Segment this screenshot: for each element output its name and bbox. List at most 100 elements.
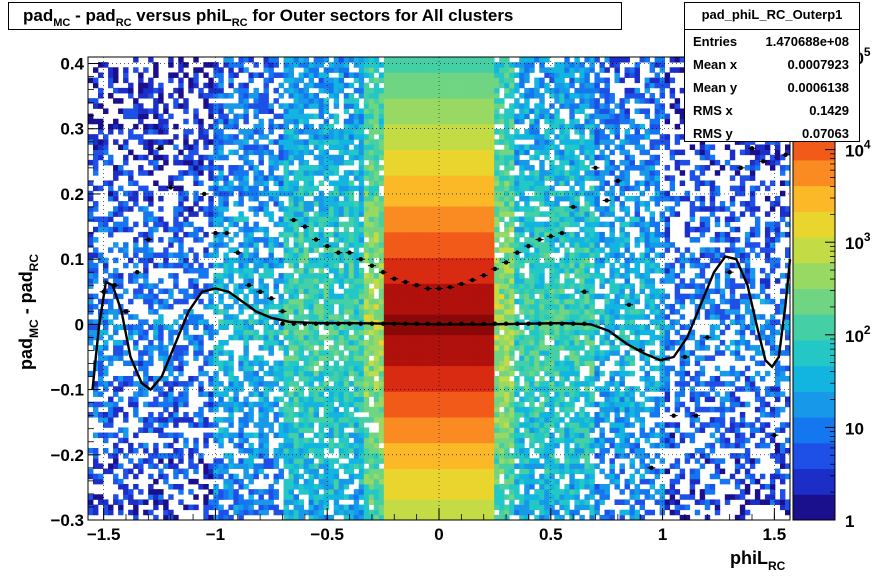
heatmap-cell bbox=[358, 252, 365, 259]
heatmap-cell bbox=[213, 185, 219, 192]
heatmap-cell bbox=[408, 293, 415, 300]
heatmap-cell bbox=[228, 123, 234, 130]
heatmap-cell bbox=[243, 87, 249, 94]
heatmap-cell bbox=[373, 93, 380, 99]
heatmap-cell bbox=[353, 237, 360, 243]
heatmap-cell bbox=[373, 159, 380, 166]
heatmap-cell bbox=[318, 375, 325, 382]
heatmap-cell bbox=[253, 381, 259, 387]
heatmap-cell bbox=[328, 386, 335, 392]
heatmap-cell bbox=[368, 170, 375, 176]
heatmap-cell bbox=[403, 159, 410, 166]
heatmap-cell bbox=[213, 437, 219, 444]
heatmap-cell bbox=[273, 257, 279, 264]
heatmap-cell bbox=[378, 509, 385, 516]
heatmap-cell bbox=[103, 468, 109, 475]
heatmap-cell bbox=[398, 463, 405, 469]
heatmap-cell bbox=[454, 113, 460, 120]
heatmap-cell bbox=[188, 231, 194, 238]
heatmap-cell bbox=[348, 478, 355, 485]
heatmap-cell bbox=[403, 478, 410, 485]
heatmap-cell bbox=[328, 278, 335, 284]
heatmap-cell bbox=[293, 309, 299, 315]
heatmap-cell bbox=[428, 489, 435, 495]
heatmap-cell bbox=[363, 62, 370, 68]
heatmap-cell bbox=[258, 427, 264, 433]
heatmap-cell bbox=[383, 175, 390, 181]
heatmap-cell bbox=[323, 201, 330, 207]
heatmap-cell bbox=[328, 468, 335, 475]
heatmap-cell bbox=[258, 180, 264, 187]
heatmap-cell bbox=[98, 381, 104, 387]
heatmap-cell bbox=[143, 499, 149, 505]
heatmap-cell bbox=[238, 417, 244, 423]
heatmap-cell bbox=[208, 77, 214, 84]
heatmap-cell bbox=[133, 154, 139, 161]
heatmap-cell bbox=[433, 129, 440, 135]
heatmap-cell bbox=[243, 355, 249, 361]
heatmap-cell bbox=[313, 339, 320, 346]
heatmap-cell bbox=[143, 370, 149, 377]
heatmap-cell bbox=[454, 483, 460, 490]
heatmap-cell bbox=[218, 195, 224, 202]
heatmap-cell bbox=[143, 334, 149, 341]
heatmap-cell bbox=[178, 401, 184, 408]
heatmap-cell bbox=[343, 478, 350, 485]
heatmap-cell bbox=[283, 180, 289, 187]
heatmap-cell bbox=[373, 273, 380, 279]
heatmap-cell bbox=[358, 72, 365, 78]
heatmap-cell bbox=[213, 206, 219, 212]
heatmap-cell bbox=[143, 108, 149, 114]
heatmap-cell bbox=[398, 221, 405, 228]
heatmap-cell bbox=[444, 252, 450, 259]
heatmap-cell bbox=[449, 298, 455, 305]
heatmap-cell bbox=[454, 350, 460, 356]
heatmap-cell bbox=[418, 422, 425, 428]
heatmap-cell bbox=[423, 298, 430, 305]
heatmap-cell bbox=[323, 159, 330, 166]
heatmap-cell bbox=[288, 329, 294, 336]
heatmap-cell bbox=[313, 386, 320, 392]
heatmap-cell bbox=[213, 165, 219, 171]
heatmap-cell bbox=[103, 329, 109, 336]
heatmap-cell bbox=[283, 309, 289, 315]
heatmap-cell bbox=[203, 329, 209, 336]
heatmap-cell bbox=[248, 329, 254, 336]
heatmap-cell bbox=[123, 206, 129, 212]
heatmap-cell bbox=[418, 427, 425, 433]
heatmap-cell bbox=[323, 422, 330, 428]
heatmap-cell bbox=[383, 494, 390, 500]
heatmap-cell bbox=[88, 267, 94, 274]
heatmap-cell bbox=[223, 509, 229, 516]
heatmap-cell bbox=[338, 509, 345, 516]
heatmap-cell bbox=[188, 149, 194, 156]
heatmap-cell bbox=[383, 257, 390, 264]
heatmap-cell bbox=[313, 165, 320, 171]
heatmap-cell bbox=[158, 129, 164, 135]
heatmap-cell bbox=[273, 201, 279, 207]
heatmap-cell bbox=[439, 309, 445, 315]
heatmap-cell bbox=[238, 401, 244, 408]
heatmap-cell bbox=[143, 365, 149, 372]
heatmap-cell bbox=[313, 442, 320, 449]
heatmap-cell bbox=[353, 494, 360, 500]
heatmap-cell bbox=[358, 175, 365, 181]
heatmap-cell bbox=[203, 355, 209, 361]
heatmap-cell bbox=[173, 221, 179, 228]
heatmap-cell bbox=[408, 165, 415, 171]
heatmap-cell bbox=[218, 360, 224, 367]
heatmap-cell bbox=[363, 283, 370, 289]
heatmap-cell bbox=[258, 149, 264, 156]
heatmap-cell bbox=[233, 463, 239, 469]
heatmap-cell bbox=[153, 334, 159, 341]
heatmap-cell bbox=[283, 483, 289, 490]
heatmap-cell bbox=[268, 57, 274, 63]
heatmap-cell bbox=[428, 180, 435, 187]
heatmap-cell bbox=[418, 345, 425, 351]
heatmap-cell bbox=[308, 298, 315, 305]
heatmap-cell bbox=[293, 381, 299, 387]
heatmap-cell bbox=[428, 339, 435, 346]
heatmap-cell bbox=[163, 185, 169, 192]
heatmap-cell bbox=[459, 458, 465, 464]
heatmap-cell bbox=[469, 391, 475, 397]
